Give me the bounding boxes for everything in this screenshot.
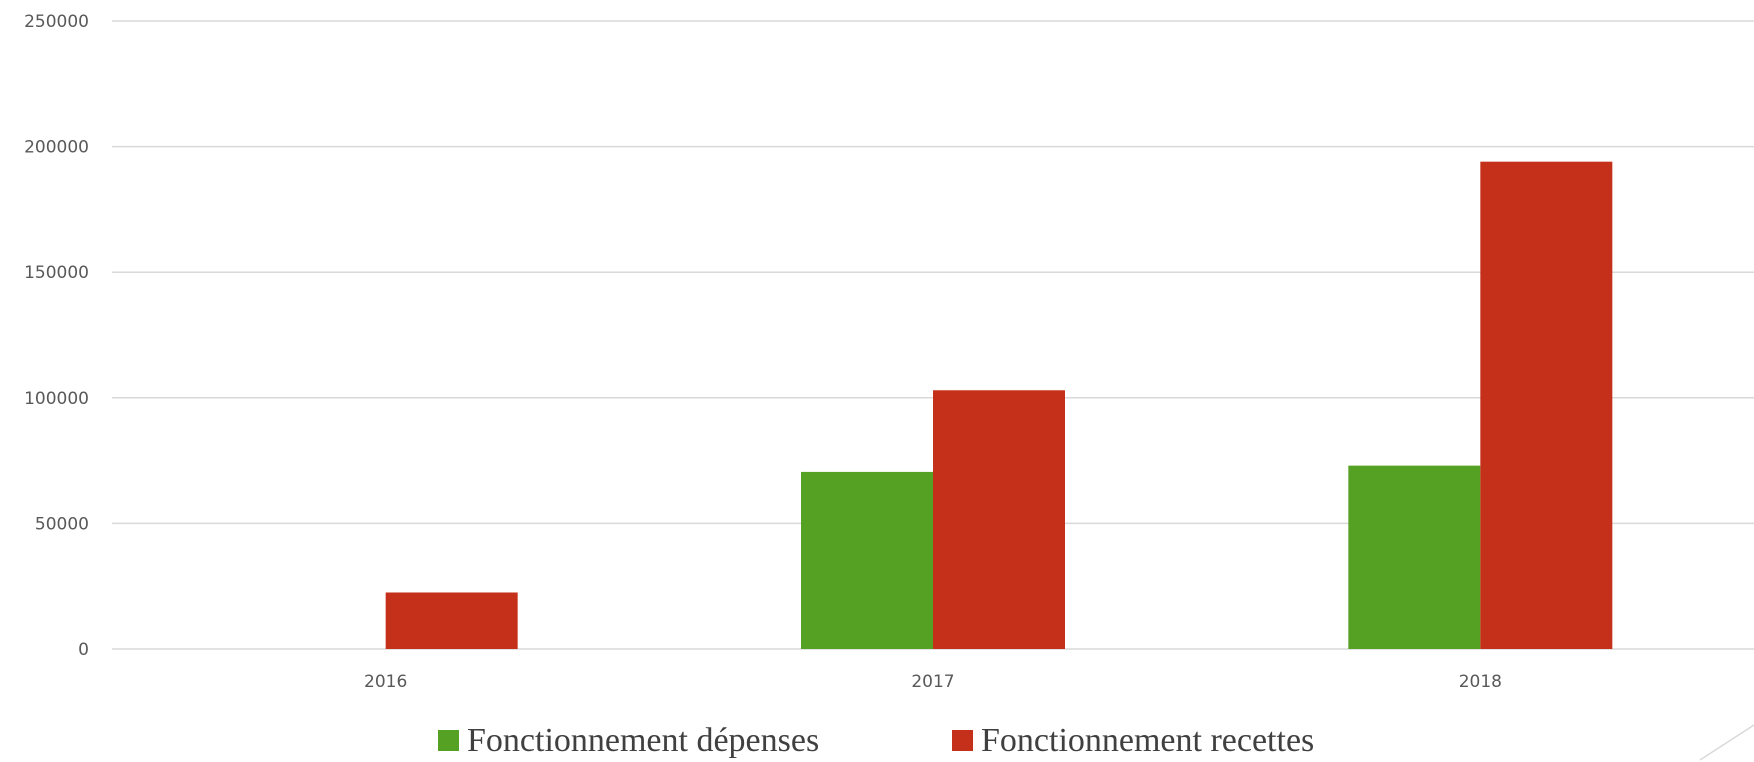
x-tick-label: 2016	[364, 672, 407, 692]
y-tick-label: 0	[78, 640, 89, 660]
legend-swatch	[952, 730, 973, 751]
y-tick-label: 250000	[24, 12, 89, 32]
bar-2018-series-1	[1348, 465, 1481, 649]
legend-label: Fonctionnement dépenses	[467, 722, 819, 759]
x-tick-label: 2017	[911, 672, 954, 692]
legend-swatch	[438, 730, 459, 751]
x-tick-label: 2018	[1459, 672, 1502, 692]
slide-corner-decoration	[1699, 724, 1754, 761]
x-axis-tick-labels: 2016 2017 2018	[364, 672, 1502, 692]
y-tick-label: 200000	[24, 138, 89, 158]
y-axis-tick-labels: 0 50000 100000 150000 200000 250000	[24, 12, 89, 660]
y-tick-label: 100000	[24, 389, 89, 409]
y-tick-label: 50000	[35, 514, 89, 534]
bar-2018-series-2	[1480, 161, 1613, 649]
bar-2017-series-1	[801, 471, 933, 649]
bar-2016-series-2	[385, 592, 518, 649]
bars	[385, 161, 1613, 649]
legend-label: Fonctionnement recettes	[981, 722, 1314, 759]
legend: Fonctionnement dépenses Fonctionnement re…	[438, 722, 1314, 759]
y-tick-label: 150000	[24, 263, 89, 283]
bar-2017-series-2	[933, 390, 1065, 649]
